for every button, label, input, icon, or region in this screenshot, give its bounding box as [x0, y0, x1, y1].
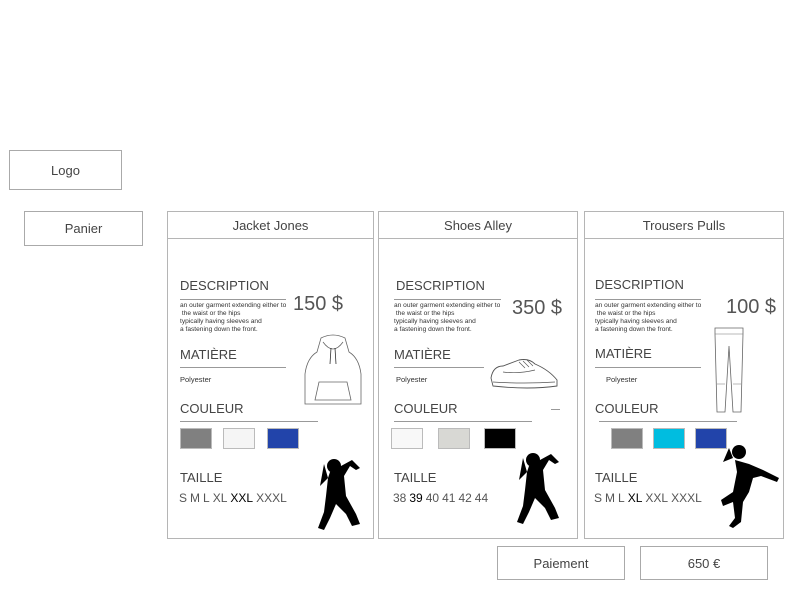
jeans-icon: [714, 327, 744, 413]
product-title: Trousers Pulls: [585, 212, 783, 239]
size-option[interactable]: S: [179, 491, 188, 505]
material-label: MATIÈRE: [595, 346, 652, 361]
cart-label: Panier: [64, 221, 103, 236]
product-card: Jacket Jones DESCRIPTION an outer garmen…: [167, 211, 374, 539]
color-swatch-black[interactable]: [484, 428, 516, 449]
cart-button[interactable]: Panier: [24, 211, 143, 246]
color-swatch-gray[interactable]: [180, 428, 212, 449]
size-option[interactable]: S: [594, 491, 603, 505]
product-price: 350 $: [512, 297, 563, 319]
divider: [180, 421, 318, 422]
divider: [394, 421, 532, 422]
product-description: an outer garment extending either to the…: [394, 302, 501, 333]
dancer-silhouette-icon: [318, 459, 360, 530]
size-option[interactable]: XL: [212, 491, 228, 505]
size-options: S M L XL XXL XXXL: [179, 491, 290, 505]
product-card: Trousers Pulls DESCRIPTION an outer garm…: [584, 211, 784, 539]
product-material: Polyester: [606, 375, 638, 384]
dancer-silhouette-icon: [721, 445, 779, 528]
size-option[interactable]: 44: [474, 491, 489, 505]
color-swatch-cyan[interactable]: [653, 428, 685, 449]
divider: [595, 367, 701, 368]
material-label: MATIÈRE: [394, 347, 451, 362]
size-option[interactable]: XXXL: [256, 491, 287, 505]
payment-label: Paiement: [533, 555, 589, 571]
size-option[interactable]: 42: [458, 491, 472, 505]
logo-text: Logo: [51, 162, 80, 178]
size-options: 38 39 40 41 42 44: [393, 491, 491, 505]
size-label: TAILLE: [394, 470, 437, 485]
size-label: TAILLE: [180, 470, 223, 485]
color-swatch-white[interactable]: [223, 428, 255, 449]
color-label: COULEUR: [180, 401, 244, 416]
total-amount: 650 €: [640, 546, 768, 580]
product-description: an outer garment extending either to the…: [180, 302, 287, 333]
size-option-selected[interactable]: XL: [627, 491, 643, 505]
divider: [394, 299, 501, 300]
size-option[interactable]: M: [605, 491, 616, 505]
product-title: Jacket Jones: [168, 212, 373, 239]
product-price: 150 $: [293, 293, 344, 315]
color-swatch-gray[interactable]: [611, 428, 643, 449]
description-label: DESCRIPTION: [396, 278, 485, 293]
product-card: Shoes Alley DESCRIPTION an outer garment…: [378, 211, 578, 539]
dancer-silhouette-icon: [517, 453, 559, 524]
size-options: S M L XL XXL XXXL: [594, 491, 705, 505]
color-label: COULEUR: [595, 401, 659, 416]
color-swatch-blue[interactable]: [695, 428, 727, 449]
size-option-selected[interactable]: 39: [409, 491, 423, 505]
color-swatch-white[interactable]: [391, 428, 423, 449]
divider: [394, 367, 484, 368]
color-swatch-blue[interactable]: [267, 428, 299, 449]
size-label: TAILLE: [595, 470, 638, 485]
divider: [599, 421, 737, 422]
size-option[interactable]: M: [190, 491, 201, 505]
size-option[interactable]: XXL: [645, 491, 669, 505]
divider: [180, 367, 286, 368]
size-option[interactable]: L: [203, 491, 210, 505]
logo-box: Logo: [9, 150, 122, 190]
divider: [595, 299, 701, 300]
size-option[interactable]: XXXL: [671, 491, 702, 505]
description-label: DESCRIPTION: [595, 277, 684, 292]
sneaker-icon: [490, 359, 558, 389]
total-value: 650 €: [687, 555, 721, 571]
minimize-dash: [551, 409, 560, 410]
product-description: an outer garment extending either to the…: [595, 302, 702, 333]
material-label: MATIÈRE: [180, 347, 237, 362]
color-label: COULEUR: [394, 401, 458, 416]
size-option[interactable]: L: [618, 491, 625, 505]
size-option-selected[interactable]: XXL: [230, 491, 254, 505]
payment-button[interactable]: Paiement: [497, 546, 625, 580]
description-label: DESCRIPTION: [180, 278, 269, 293]
size-option[interactable]: 41: [442, 491, 456, 505]
product-price: 100 $: [726, 296, 777, 318]
product-material: Polyester: [396, 375, 428, 384]
hoodie-icon: [304, 334, 362, 405]
product-material: Polyester: [180, 375, 212, 384]
product-title: Shoes Alley: [379, 212, 577, 239]
size-option[interactable]: 40: [425, 491, 440, 505]
color-swatch-lightgray[interactable]: [438, 428, 470, 449]
size-option[interactable]: 38: [393, 491, 407, 505]
divider: [180, 299, 286, 300]
